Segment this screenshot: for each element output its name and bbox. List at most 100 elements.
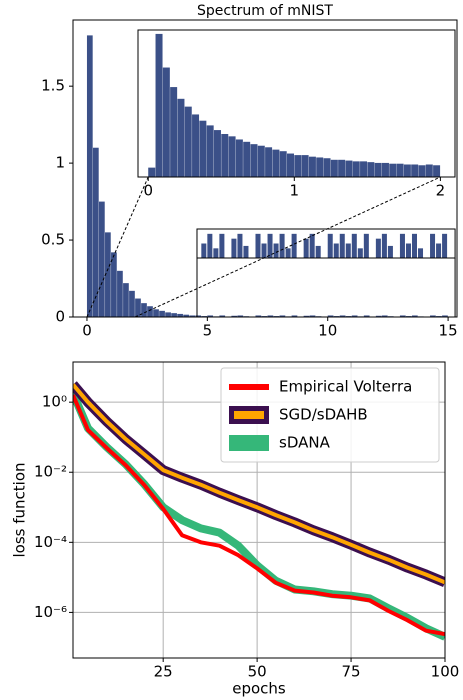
series-line [73, 383, 445, 585]
zoom-bars [201, 233, 448, 258]
bar [243, 141, 251, 177]
zoom-bar [381, 233, 387, 258]
bar [170, 87, 178, 177]
zoom-bar [243, 245, 249, 258]
zoom-bar [291, 233, 297, 258]
bar [207, 315, 214, 317]
zoom-bar [273, 243, 279, 258]
x-tick-label: 75 [342, 663, 361, 681]
zoom-bar [279, 233, 285, 258]
bar [184, 106, 192, 177]
zoom-bar [351, 233, 357, 258]
zoom-bar [309, 233, 315, 258]
y-tick-label: 10⁻⁶ [34, 603, 67, 621]
x-tick-label: 0 [82, 322, 92, 340]
bar [267, 315, 274, 317]
bar [308, 156, 316, 177]
inset-connector [86, 176, 149, 318]
zoom-bar [345, 243, 351, 258]
bar [155, 33, 163, 177]
zoom-bar [333, 243, 339, 258]
bar [228, 136, 236, 177]
zoom-bar [327, 233, 333, 258]
bar [351, 315, 358, 317]
bar [165, 312, 171, 317]
zoom-bar [213, 248, 219, 258]
bar [117, 270, 123, 317]
bar [374, 162, 382, 177]
bar [255, 315, 262, 317]
bar [105, 232, 111, 317]
legend-label: sDANA [279, 434, 331, 452]
x-tick-label: 50 [248, 663, 267, 681]
bar [399, 315, 406, 317]
x-tick-label: 100 [431, 663, 460, 681]
zoom-bar [267, 233, 273, 258]
bar [411, 315, 418, 317]
bar [363, 315, 370, 317]
bar [147, 306, 153, 317]
bar [418, 165, 426, 177]
zoom-bar [255, 233, 261, 258]
zoom-bar [303, 238, 309, 258]
bar [92, 147, 99, 317]
bar [323, 158, 331, 177]
bar [396, 163, 404, 177]
bar [237, 315, 244, 317]
legend-label: SGD/sDAHB [279, 406, 368, 424]
bar [403, 164, 411, 177]
bar [375, 315, 382, 317]
x-tick-label: 2 [436, 182, 446, 200]
zoom-bar [375, 238, 381, 258]
bar [294, 155, 302, 177]
bar [153, 309, 159, 317]
x-tick-label: 5 [203, 322, 213, 340]
bar [327, 315, 334, 317]
bar [235, 139, 243, 177]
bar [219, 315, 226, 317]
bar [221, 133, 229, 177]
bar [389, 163, 397, 177]
bar [129, 290, 135, 317]
zoom-bar [442, 233, 448, 258]
bar [123, 283, 129, 317]
zoom-bar [207, 233, 213, 258]
bar [213, 130, 221, 177]
y-tick-label: 0 [55, 308, 65, 326]
zoom-bar [405, 243, 411, 258]
zoom-bar [399, 233, 405, 258]
bar [303, 315, 310, 317]
zoom-bar [430, 233, 436, 258]
bar [309, 315, 316, 317]
legend-swatch [229, 435, 269, 451]
zoom-bar [285, 248, 291, 258]
series-line [73, 394, 445, 637]
bar [192, 114, 200, 177]
chart-title: Spectrum of mNIST [197, 3, 333, 19]
axes-frame [137, 29, 456, 178]
bar [257, 145, 265, 177]
x-tick-label: 0 [143, 182, 153, 200]
bar [195, 315, 202, 317]
bar [411, 164, 419, 177]
bar [183, 314, 189, 317]
bar [265, 147, 273, 177]
bar [339, 315, 346, 317]
bar [148, 167, 156, 177]
zoom-bar [417, 248, 424, 258]
zoom-bar [411, 233, 417, 258]
bar [86, 35, 93, 317]
bar [367, 162, 375, 177]
axes-frame [72, 19, 458, 318]
bar [279, 315, 286, 317]
bar [189, 315, 196, 317]
legend-swatch [229, 384, 269, 390]
bar [352, 161, 360, 177]
y-tick-label: 0.5 [41, 231, 65, 249]
bar [316, 157, 324, 177]
bar [250, 144, 258, 177]
y-tick-label: 10⁻⁴ [34, 533, 67, 551]
x-axis-label: epochs [232, 680, 286, 698]
bar [360, 161, 368, 177]
